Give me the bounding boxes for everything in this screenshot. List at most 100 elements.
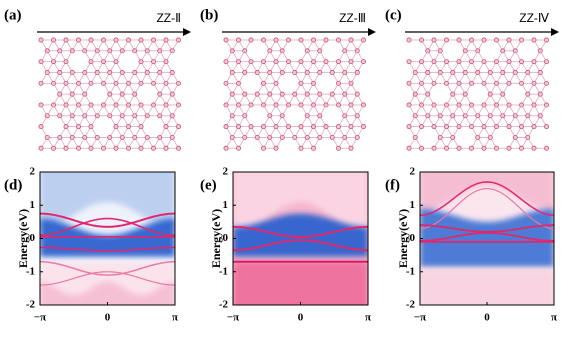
atom: [437, 48, 443, 54]
atom: [519, 80, 524, 86]
panel-label: (b): [200, 7, 218, 23]
atom: [229, 48, 235, 54]
atom: [419, 80, 424, 86]
atom: [487, 113, 493, 119]
atom: [126, 80, 131, 86]
atom: [63, 37, 69, 43]
panel-label: (d): [4, 177, 22, 193]
atom: [138, 102, 144, 108]
atom: [94, 48, 100, 54]
atom: [537, 113, 543, 119]
atom: [354, 70, 360, 75]
y-tick-label: 0: [223, 232, 229, 244]
atom: [119, 70, 125, 75]
atom: [51, 80, 56, 86]
atom: [101, 37, 106, 43]
atom: [292, 91, 298, 97]
atom: [101, 59, 106, 65]
atom: [169, 70, 175, 75]
atom: [267, 48, 273, 54]
atom: [425, 113, 431, 119]
atom: [437, 134, 443, 140]
atom: [254, 134, 260, 140]
atom: [63, 80, 69, 86]
panel-title: ZZ-Ⅲ: [339, 11, 366, 25]
band-line: [420, 187, 554, 230]
atom: [431, 80, 437, 86]
atom: [431, 37, 437, 43]
atom: [82, 70, 88, 75]
lattice: [406, 37, 549, 151]
atom: [223, 37, 229, 43]
atom: [336, 59, 341, 65]
atom: [273, 37, 279, 43]
atom: [273, 59, 279, 65]
atom: [544, 80, 549, 86]
atom: [406, 37, 412, 43]
atom: [63, 59, 69, 65]
arrow-head: [183, 28, 191, 36]
atom: [163, 145, 169, 151]
atom: [169, 134, 175, 140]
atom: [229, 113, 235, 119]
atom: [279, 91, 285, 97]
atom: [481, 102, 487, 108]
atom: [176, 145, 181, 151]
atom: [76, 102, 81, 108]
y-axis-label: Energy(eV): [16, 209, 30, 268]
atom: [544, 102, 549, 108]
atom: [444, 59, 449, 65]
atom: [311, 124, 316, 130]
atom: [38, 80, 44, 86]
y-tick-label: 0: [410, 232, 416, 244]
atom: [481, 145, 487, 151]
y-tick-label: -2: [406, 299, 416, 311]
atom: [242, 91, 248, 97]
atom: [348, 102, 354, 108]
atom: [412, 134, 418, 140]
atom: [113, 80, 119, 86]
atom: [354, 134, 360, 140]
atom: [107, 91, 113, 97]
atom: [126, 37, 131, 43]
atom: [163, 37, 169, 43]
atom: [462, 91, 468, 97]
atom: [406, 80, 412, 86]
atom: [292, 134, 298, 140]
atom: [163, 59, 169, 65]
atom: [342, 70, 348, 75]
atom: [456, 102, 462, 108]
atom: [348, 59, 354, 65]
atom: [487, 70, 493, 75]
atom: [82, 91, 88, 97]
atom: [138, 59, 144, 65]
atom: [169, 113, 175, 119]
atom: [361, 59, 366, 65]
atom: [176, 37, 181, 43]
atom: [273, 145, 279, 151]
atom: [51, 145, 56, 151]
band-line: [40, 217, 175, 236]
atom: [261, 102, 266, 108]
atom: [57, 134, 63, 140]
atom: [317, 91, 323, 97]
atom: [176, 102, 181, 108]
atom: [544, 37, 549, 43]
atom: [236, 59, 241, 65]
atom: [304, 70, 310, 75]
atom: [94, 70, 100, 75]
atom: [279, 48, 285, 54]
atom: [151, 37, 156, 43]
atom: [261, 124, 266, 130]
atom: [419, 59, 424, 65]
atom: [475, 48, 481, 54]
atom: [63, 145, 69, 151]
atom: [469, 80, 474, 86]
panel-title: ZZ-Ⅳ: [519, 11, 549, 25]
atom: [311, 145, 316, 151]
atom: [44, 134, 50, 140]
atom: [525, 91, 531, 97]
atom: [223, 124, 229, 130]
atom: [544, 145, 549, 151]
atom: [82, 134, 88, 140]
